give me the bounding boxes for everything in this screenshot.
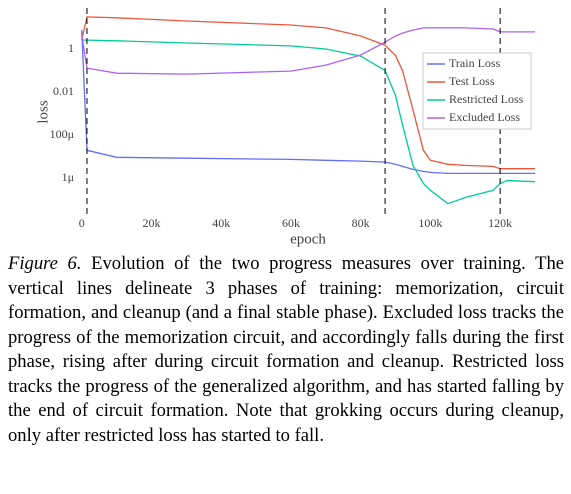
y-axis-label: loss (35, 100, 51, 124)
x-tick-label: 20k (142, 216, 160, 230)
legend-label: Excluded Loss (449, 110, 520, 124)
caption: Figure 6. Evolution of the two progress … (8, 252, 564, 448)
x-tick-label: 0 (79, 216, 85, 230)
x-tick-label: 120k (488, 216, 512, 230)
legend-label: Train Loss (449, 56, 501, 70)
line (81, 39, 536, 205)
line (81, 29, 535, 175)
legend-label: Restricted Loss (449, 92, 524, 106)
y-tick-label: 100μ (50, 127, 74, 141)
x-tick-label: 80k (352, 216, 370, 230)
caption-label: Figure 6. (8, 253, 82, 274)
line (81, 27, 535, 75)
y-tick-label: 1μ (62, 170, 74, 184)
x-tick-label: 60k (282, 216, 300, 230)
x-tick-label: 100k (418, 216, 442, 230)
y-tick-label: 0.01 (53, 84, 74, 98)
line (81, 16, 535, 170)
legend-label: Test Loss (449, 74, 495, 88)
caption-text: Evolution of the two progress measures o… (8, 253, 564, 446)
x-tick-label: 40k (212, 216, 230, 230)
chart: loss epoch 1μ 100μ 0.01 1 0 20k 40k 60k 80k 100k 1… (35, 8, 536, 247)
legend-box (422, 52, 532, 130)
y-tick-label: 1 (68, 41, 74, 55)
x-axis-label: epoch (290, 231, 326, 247)
